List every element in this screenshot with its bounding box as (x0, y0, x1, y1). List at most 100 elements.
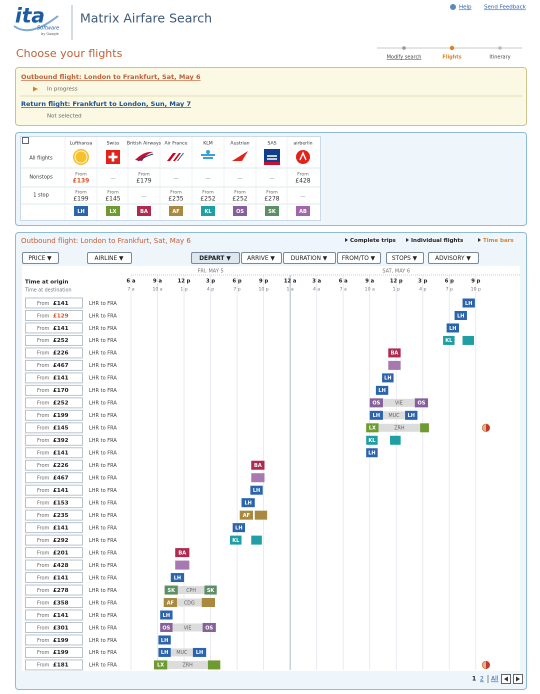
fare-price[interactable]: £252 (53, 401, 69, 407)
fare-box[interactable] (25, 609, 83, 621)
cell-from[interactable]: From (107, 190, 119, 196)
airline-name[interactable]: Air France (164, 141, 187, 147)
fare-from[interactable]: From (37, 463, 50, 469)
airline-code[interactable]: SK (268, 209, 277, 215)
view-link[interactable]: Time bars (483, 238, 514, 244)
airline-logo[interactable] (264, 149, 280, 165)
fare-price[interactable]: £141 (53, 525, 69, 531)
fare-price[interactable]: £199 (53, 413, 69, 419)
flight-bar[interactable] (454, 310, 467, 320)
fare-price[interactable]: £392 (53, 438, 69, 444)
fare-from[interactable]: From (37, 638, 50, 644)
fare-price[interactable]: £278 (53, 588, 69, 594)
fare-price[interactable]: £141 (53, 376, 69, 382)
fare-box[interactable] (25, 534, 83, 546)
fare-box[interactable] (25, 422, 83, 434)
cell-from[interactable]: From (234, 190, 246, 196)
sort-button[interactable] (428, 252, 479, 264)
fare-box[interactable] (25, 559, 83, 571)
cell-from[interactable]: From (138, 172, 150, 178)
flight-bar[interactable] (153, 660, 168, 670)
airline-code-chip[interactable] (74, 206, 88, 216)
sort-button[interactable] (337, 252, 381, 264)
cell-price[interactable]: £145 (105, 196, 120, 203)
cell-from[interactable]: From (266, 190, 278, 196)
sort-label[interactable]: FROM/TO ▼ (342, 256, 376, 262)
flight-bar[interactable] (251, 460, 265, 470)
fare-price[interactable]: £358 (53, 600, 69, 606)
cell-from[interactable]: From (202, 190, 214, 196)
fare-box[interactable] (25, 459, 83, 471)
flight-bar[interactable] (254, 510, 268, 520)
airline-code[interactable]: LH (77, 209, 84, 215)
sort-label[interactable]: PRICE ▼ (28, 256, 52, 262)
fare-price[interactable]: £199 (53, 638, 69, 644)
fare-price[interactable]: £170 (53, 388, 69, 394)
flight-bar[interactable] (160, 622, 173, 632)
fare-price[interactable]: £201 (53, 550, 69, 556)
cell-price[interactable]: £278 (264, 196, 279, 203)
airline-name[interactable]: SAS (267, 141, 276, 147)
flight-bar[interactable] (230, 535, 242, 545)
view-link[interactable]: Individual flights (411, 238, 464, 244)
flight-bar[interactable] (201, 598, 215, 608)
airline-logo[interactable] (73, 149, 89, 165)
cell-from[interactable]: From (75, 172, 87, 178)
fare-from[interactable]: From (37, 326, 50, 332)
airline-code[interactable]: BA (140, 209, 148, 215)
flight-bar[interactable] (232, 523, 246, 533)
fare-from[interactable]: From (37, 451, 50, 457)
fare-box[interactable] (25, 621, 83, 633)
airline-code-chip[interactable] (201, 206, 215, 216)
flight-bar[interactable] (388, 348, 401, 358)
airline-logo[interactable] (167, 153, 184, 161)
fare-box[interactable] (25, 359, 83, 371)
flight-bar[interactable] (160, 610, 173, 620)
page-link[interactable]: 2 (480, 676, 484, 683)
fare-from[interactable]: From (37, 538, 50, 544)
fare-box[interactable] (25, 434, 83, 446)
flight-bar[interactable] (366, 435, 378, 445)
airline-name[interactable]: British Airways (127, 141, 162, 147)
fare-from[interactable]: From (37, 625, 50, 631)
flight-bar[interactable] (446, 323, 459, 333)
fare-from[interactable]: From (37, 650, 50, 656)
fare-from[interactable]: From (37, 613, 50, 619)
fare-box[interactable] (25, 447, 83, 459)
fare-box[interactable] (25, 646, 83, 658)
flight-bar[interactable] (405, 410, 418, 420)
fare-from[interactable]: From (37, 588, 50, 594)
fare-price[interactable]: £235 (53, 513, 69, 519)
flight-bar[interactable] (202, 622, 216, 632)
fare-price[interactable]: £141 (53, 613, 69, 619)
fare-box[interactable] (25, 572, 83, 584)
sort-label[interactable]: ADVISORY ▼ (435, 256, 471, 262)
fare-from[interactable]: From (37, 351, 50, 357)
fare-price[interactable]: £301 (53, 625, 69, 631)
step-label[interactable]: Modify search (387, 55, 422, 61)
fare-price[interactable]: £141 (53, 301, 69, 307)
airline-code-chip[interactable] (137, 206, 151, 216)
sort-button[interactable] (22, 252, 59, 264)
fare-price[interactable]: £145 (53, 426, 69, 432)
fare-price[interactable]: £141 (53, 326, 69, 332)
flight-bar[interactable] (388, 360, 401, 370)
flight-bar[interactable] (369, 410, 383, 420)
flight-bar[interactable] (204, 585, 217, 595)
fare-price[interactable]: £292 (53, 538, 69, 544)
airline-name[interactable]: Lufthansa (70, 141, 93, 147)
fare-price[interactable]: £153 (53, 500, 69, 506)
flight-bar[interactable] (175, 560, 190, 570)
fare-box[interactable] (25, 509, 83, 521)
fare-from[interactable]: From (37, 513, 50, 519)
flight-bar[interactable] (251, 535, 262, 545)
page-link[interactable]: All (491, 676, 499, 683)
fare-from[interactable]: From (37, 575, 50, 581)
flight-bar[interactable] (462, 298, 475, 308)
cell-price[interactable]: £235 (168, 196, 183, 203)
airline-name[interactable]: KLM (203, 141, 213, 147)
outbound-status[interactable]: Outbound flight: London to Frankfurt, Sa… (21, 73, 201, 81)
airline-name[interactable]: Austrian (230, 141, 249, 147)
fare-from[interactable]: From (37, 600, 50, 606)
sort-button[interactable] (283, 252, 336, 264)
